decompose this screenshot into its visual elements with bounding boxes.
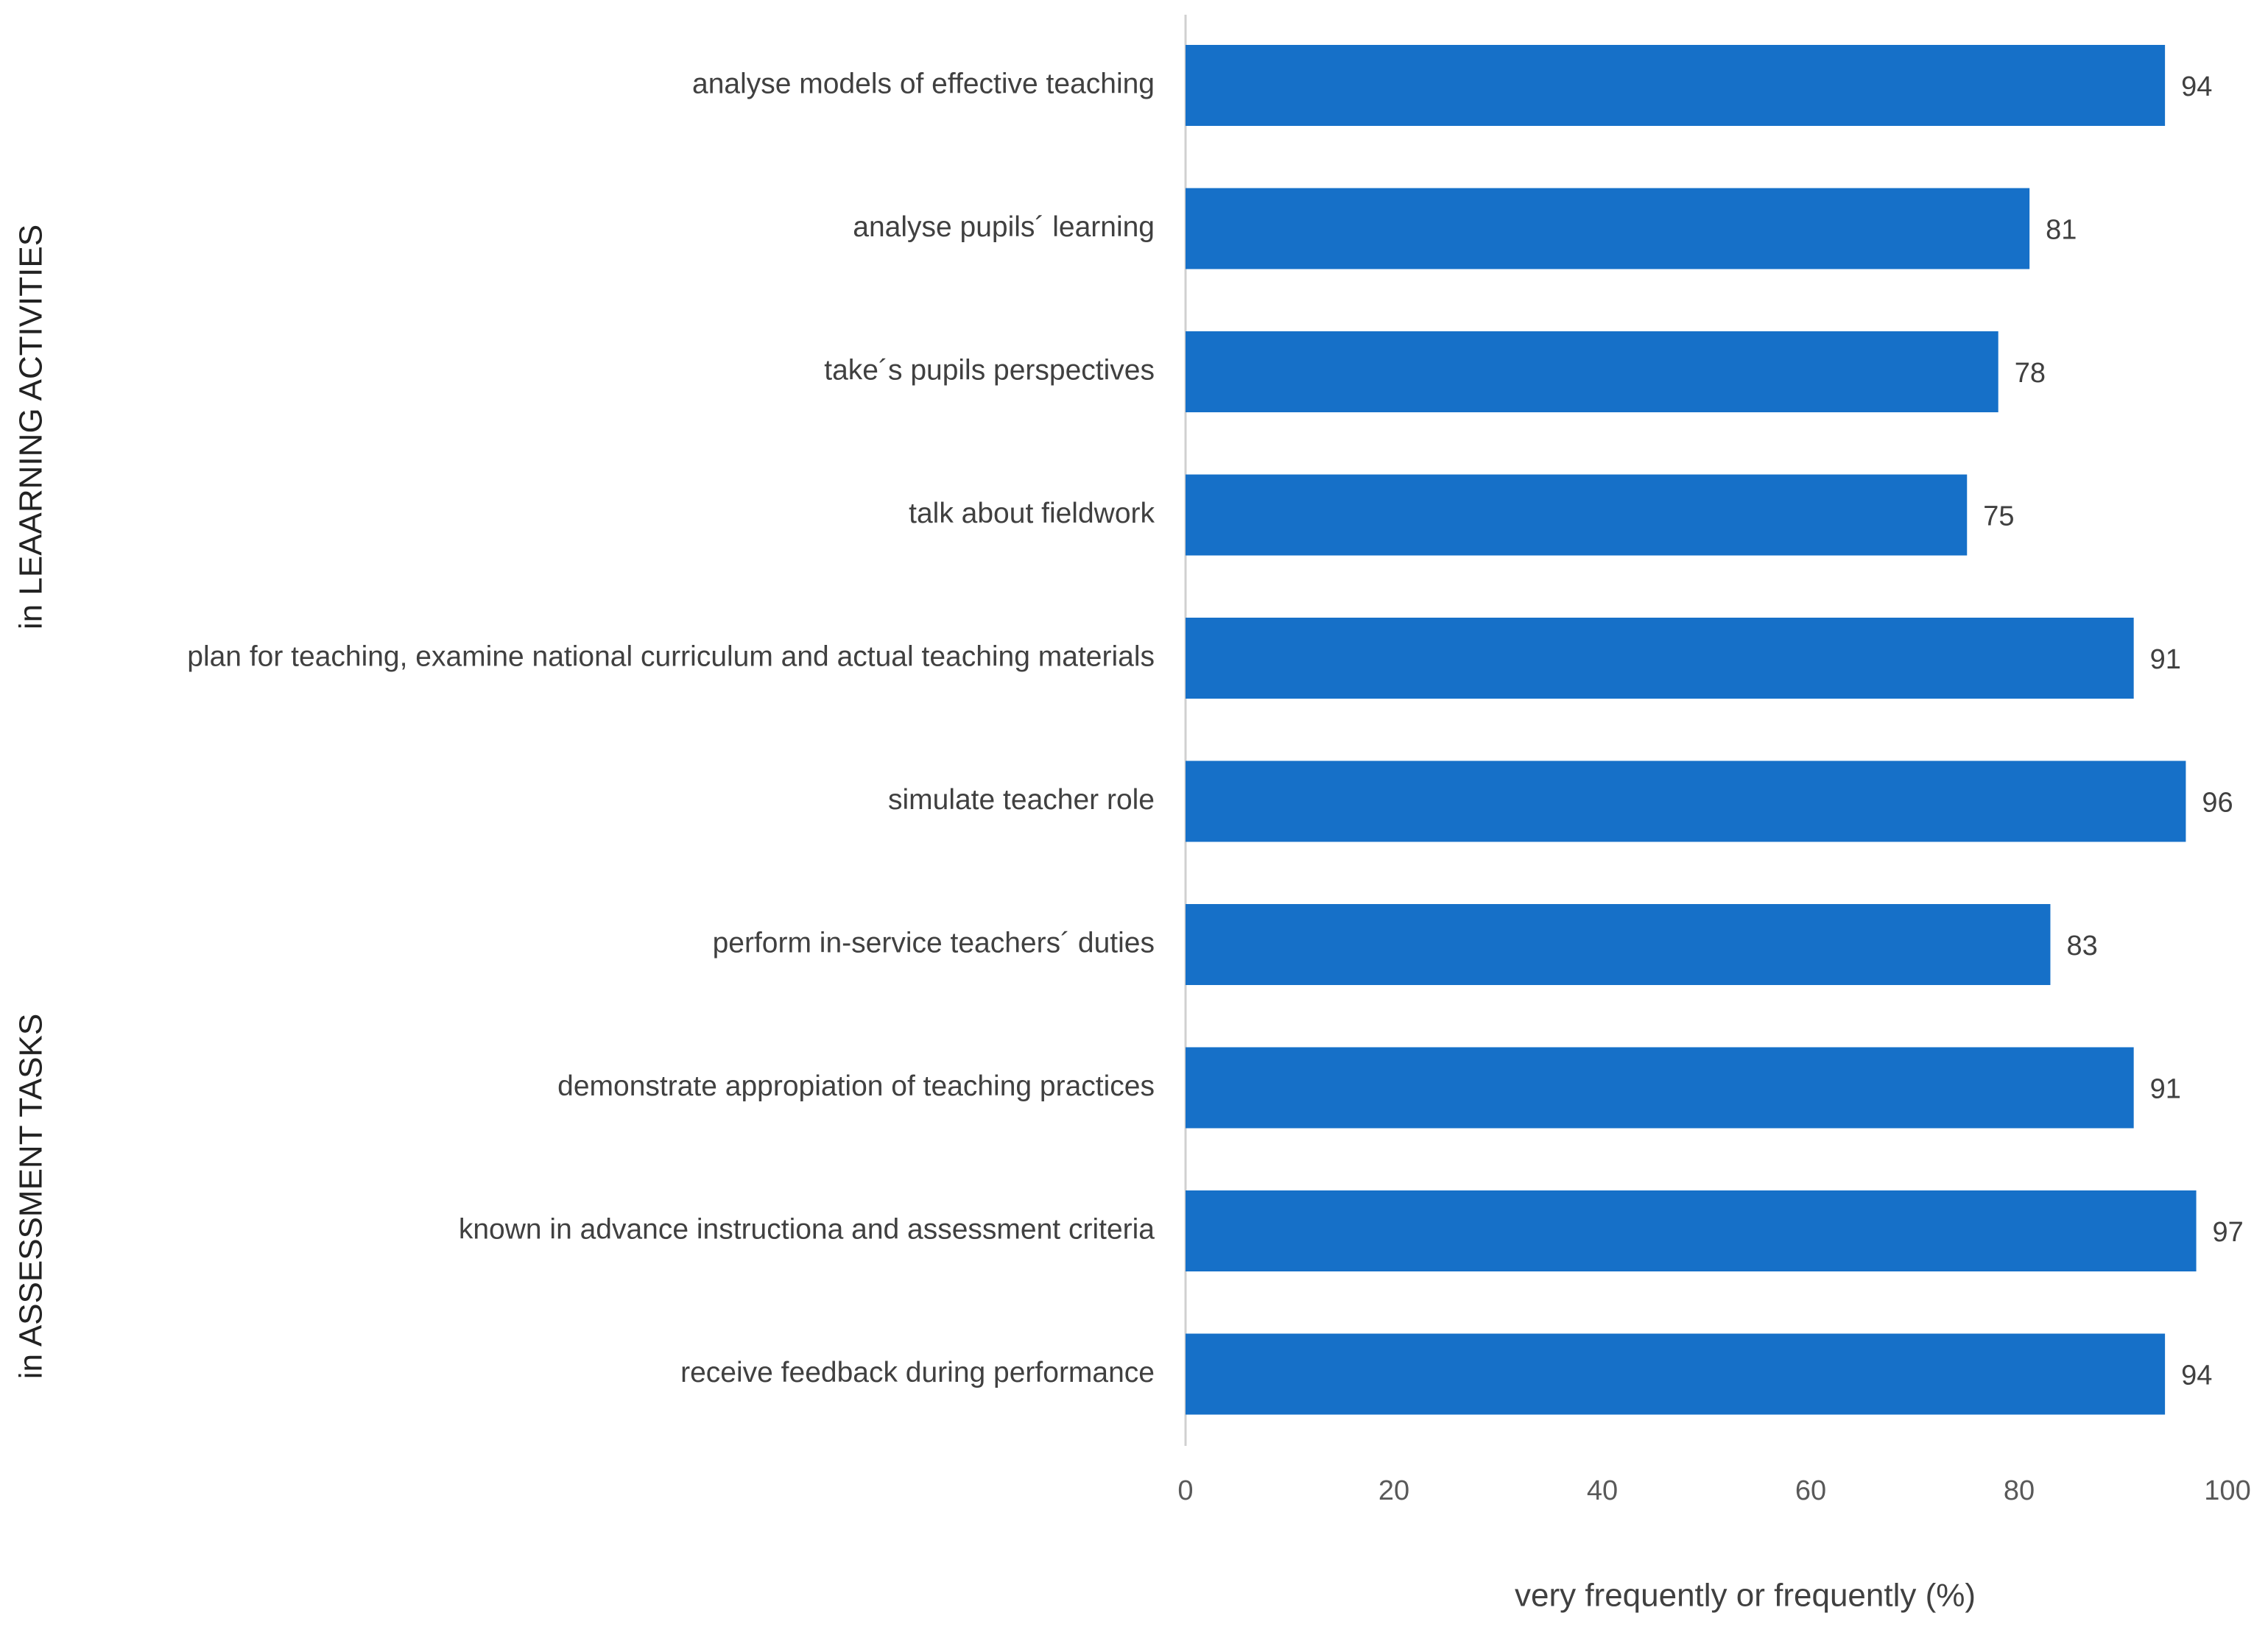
x-axis-label: very frequently or frequently (%): [1515, 1578, 1976, 1614]
x-tick-label: 80: [2004, 1475, 2035, 1506]
x-tick-label: 100: [2204, 1475, 2250, 1506]
y-tick-label: plan for teaching, examine national curr…: [187, 640, 1155, 672]
y-tick-label: known in advance instructiona and assess…: [459, 1213, 1155, 1245]
value-label: 94: [2181, 71, 2212, 102]
bar: [1186, 904, 2051, 985]
y-tick-label: receive feedback during performance: [680, 1357, 1155, 1388]
value-label: 97: [2213, 1217, 2244, 1248]
y-tick-label: analyse models of effective teaching: [692, 68, 1155, 99]
value-label: 81: [2046, 215, 2077, 246]
x-tick-label: 20: [1378, 1475, 1409, 1506]
value-label: 91: [2150, 644, 2181, 675]
bar: [1186, 1190, 2197, 1271]
bar: [1186, 1333, 2166, 1415]
bar: [1186, 474, 1968, 556]
value-label: 96: [2202, 788, 2233, 819]
group-label: in ASSESSMENT TASKS: [13, 1014, 49, 1379]
value-label: 94: [2181, 1360, 2212, 1391]
value-label: 83: [2066, 931, 2097, 961]
y-tick-label: perform in-service teachers´ duties: [713, 927, 1155, 959]
y-tick-label: demonstrate appropiation of teaching pra…: [557, 1070, 1155, 1102]
value-label: 78: [2015, 358, 2046, 389]
bar: [1186, 331, 1998, 412]
value-label: 91: [2150, 1074, 2181, 1105]
bar: [1186, 45, 2166, 126]
x-tick-label: 40: [1587, 1475, 1618, 1506]
x-tick-label: 0: [1177, 1475, 1193, 1506]
bar: [1186, 1047, 2134, 1129]
bar: [1186, 760, 2186, 842]
x-tick-label: 60: [1795, 1475, 1826, 1506]
y-tick-label: simulate teacher role: [888, 784, 1155, 816]
y-tick-label: take´s pupils perspectives: [824, 354, 1155, 386]
y-tick-label: analyse pupils´ learning: [853, 211, 1155, 243]
bar: [1186, 188, 2030, 269]
y-tick-label: talk about fieldwork: [909, 498, 1155, 529]
value-label: 75: [1983, 501, 2014, 532]
bar: [1186, 618, 2134, 699]
group-label: in LEAARNING ACTIVITIES: [13, 225, 49, 629]
